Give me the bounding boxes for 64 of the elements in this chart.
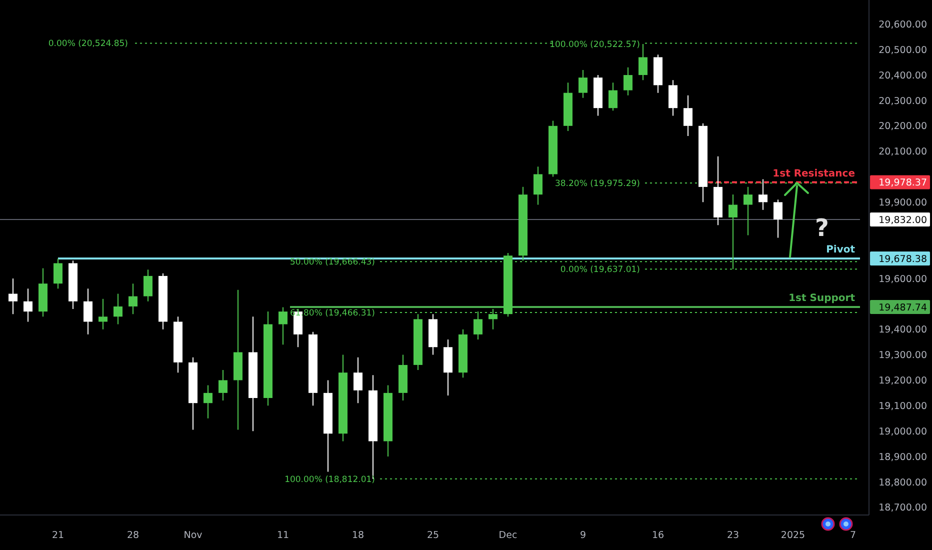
y-tick-label: 18,900.00 (878, 452, 927, 463)
x-tick-label: 28 (126, 530, 140, 541)
y-tick-label: 19,000.00 (878, 426, 927, 438)
candlestick (608, 82, 618, 112)
candlestick (128, 283, 138, 315)
x-tick-label: 7 (850, 530, 856, 541)
candlestick (744, 186, 752, 236)
y-tick-label: 19,200.00 (878, 376, 927, 387)
y-tick-label: 20,200.00 (878, 121, 927, 132)
candlestick (668, 80, 678, 116)
candlestick (84, 288, 92, 335)
candlestick (144, 269, 152, 302)
ref-line-label: 38.20% (19,975.29) (554, 179, 640, 190)
candlestick (8, 278, 18, 315)
y-tick-label: 19,300.00 (878, 350, 927, 362)
text: 19,832.00 (878, 214, 927, 226)
ref-line-label: 50.00% (19,666.43) (290, 258, 375, 268)
x-tick-label: Dec (498, 530, 518, 541)
ref-line-label: 1st Support (788, 293, 856, 304)
candlestick (774, 199, 782, 238)
y-tick-label: 18,800.00 (878, 477, 927, 488)
x-tick-label: Nov (184, 530, 203, 541)
text: 19,978.37 (878, 178, 927, 189)
candlestick (578, 69, 588, 98)
y-tick-label: 20,100.00 (878, 146, 927, 158)
text: 19,487.74 (878, 302, 927, 314)
candlestick (204, 384, 212, 419)
y-tick-label: 19,400.00 (878, 324, 927, 336)
x-tick-label: 9 (580, 530, 586, 541)
y-tick-label: 19,900.00 (878, 198, 927, 209)
ref-line-label: 0.00% (20,524.85) (48, 39, 128, 50)
candlestick (684, 94, 692, 137)
x-tick-label: 11 (276, 530, 290, 541)
annotation: ? (815, 214, 829, 242)
text: 19,678.38 (878, 254, 927, 265)
x-tick-label: 23 (726, 530, 740, 541)
candlestick (98, 298, 108, 330)
candlestick (638, 44, 648, 81)
ref-line-label: 0.00% (19,637.01) (560, 265, 640, 276)
x-tick-label: 21 (52, 530, 64, 541)
y-tick-label: 19,600.00 (878, 274, 927, 285)
candlestick (758, 178, 768, 210)
annotation: 100.00% (20,522.57) (550, 40, 640, 50)
y-tick-label: 20,400.00 (878, 70, 927, 82)
y-tick-label: 20,300.00 (878, 96, 927, 107)
x-tick-label: 16 (652, 530, 664, 541)
ref-line-label: Pivot (826, 244, 856, 256)
ref-line-label: 1st Resistance (772, 168, 856, 180)
y-tick-label: 18,700.00 (878, 502, 927, 514)
candlestick (54, 258, 62, 290)
ref-line-label: 100.00% (18,812.01) (284, 474, 375, 485)
candlestick (114, 293, 122, 325)
candlestick (218, 370, 228, 402)
x-tick-label: 25 (426, 530, 440, 541)
candlestick (534, 166, 542, 206)
x-tick-label: 18 (352, 530, 364, 541)
candlestick (354, 356, 362, 404)
y-tick-label: 20,600.00 (878, 19, 927, 30)
candlestick (624, 66, 632, 96)
candlestick (24, 288, 32, 322)
y-tick-label: 20,500.00 (878, 44, 927, 56)
candlestick (278, 306, 288, 346)
y-tick-label: 19,100.00 (878, 400, 927, 412)
x-tick-label: 2025 (780, 530, 806, 541)
